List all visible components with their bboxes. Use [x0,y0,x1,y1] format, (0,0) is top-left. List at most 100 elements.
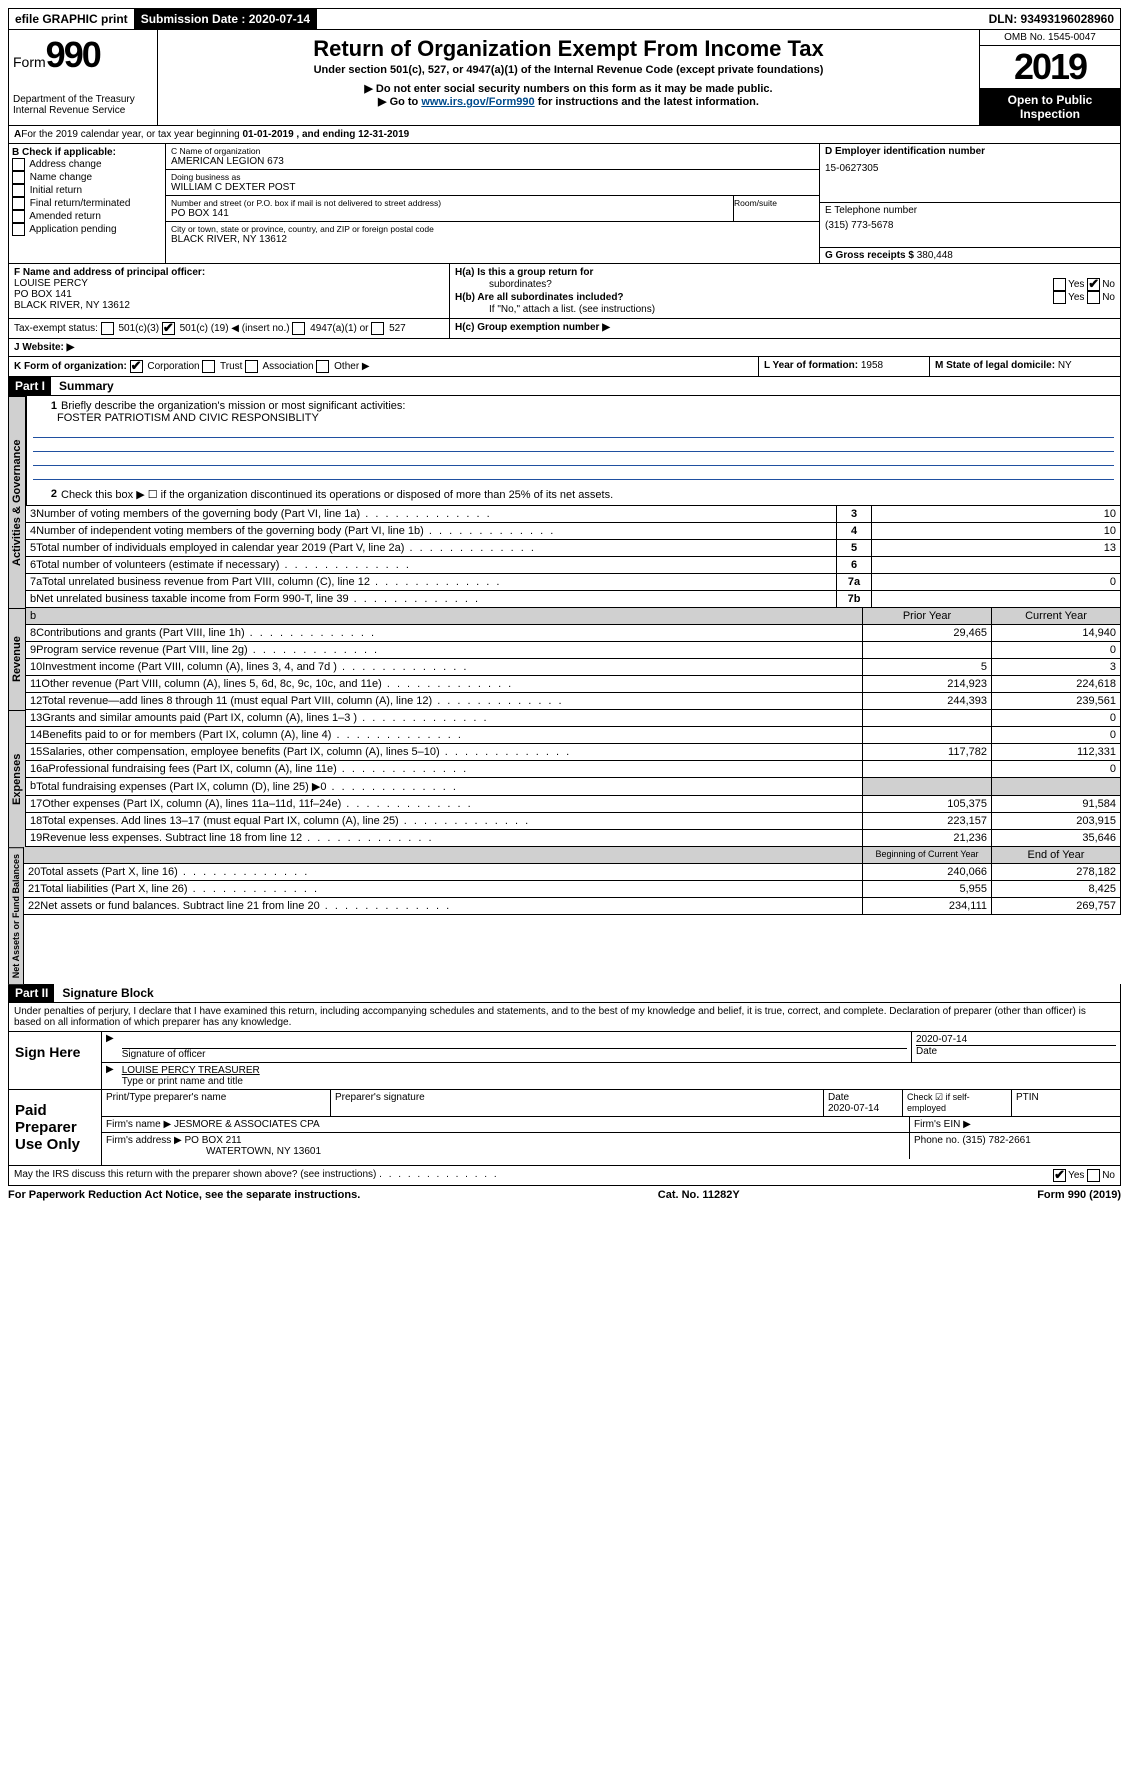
ein-label: D Employer identification number [825,146,985,157]
rev-line-9: 9Program service revenue (Part VIII, lin… [26,642,1121,659]
h-b-yes[interactable] [1053,291,1066,304]
col-prior-year: Prior Year [862,608,991,624]
check-527[interactable] [371,322,384,335]
check-final-return[interactable] [12,197,25,210]
header-left: Form990 Department of the Treasury Inter… [9,30,158,125]
check-name-change[interactable] [12,171,25,184]
vtab-expenses: Expenses [8,710,26,847]
gov-line-3: 3Number of voting members of the governi… [26,506,1121,523]
check-application-pending[interactable] [12,223,25,236]
part-2-title: Signature Block [54,984,161,1002]
discuss-no[interactable] [1087,1169,1100,1182]
dba-label: Doing business as [171,172,814,182]
net-header-row: Beginning of Current Year End of Year [24,847,1121,864]
sign-here-section: Sign Here ▶ Signature of officer 2020-07… [8,1032,1121,1090]
org-name: AMERICAN LEGION 673 [171,156,814,167]
exp-line-14: 14Benefits paid to or for members (Part … [26,727,1121,744]
check-amended-return[interactable] [12,210,25,223]
firm-phone-label: Phone no. [914,1135,960,1146]
tax-year: 2019 [980,46,1120,89]
gov-line-6: 6Total number of volunteers (estimate if… [26,557,1121,574]
gov-line-b: bNet unrelated business taxable income f… [26,591,1121,608]
check-association[interactable] [245,360,258,373]
check-corporation[interactable] [130,360,143,373]
header-mid: Return of Organization Exempt From Incom… [158,30,979,125]
top-bar: efile GRAPHIC print Submission Date : 20… [8,8,1121,30]
sign-here-label: Sign Here [9,1032,102,1089]
city-state-zip: BLACK RIVER, NY 13612 [171,234,814,245]
firm-name: JESMORE & ASSOCIATES CPA [174,1119,320,1130]
exp-line-13: 13Grants and similar amounts paid (Part … [26,710,1121,727]
discuss-label: May the IRS discuss this return with the… [14,1169,376,1180]
paid-preparer-section: Paid Preparer Use Only Print/Type prepar… [8,1090,1121,1166]
vtab-revenue: Revenue [8,608,26,710]
footer-left: For Paperwork Reduction Act Notice, see … [8,1189,360,1201]
vtab-net-assets: Net Assets or Fund Balances [8,847,24,984]
self-employed-check: Check ☑ if self-employed [903,1090,1012,1116]
dln-label: DLN: 93493196028960 [983,9,1120,29]
governance-section: Activities & Governance 1Briefly describ… [8,396,1121,608]
net-assets-section: Net Assets or Fund Balances Beginning of… [8,847,1121,984]
arrow-icon: ▶ [102,1063,118,1089]
exp-line-17: 17Other expenses (Part IX, column (A), l… [26,796,1121,813]
paid-preparer-label: Paid Preparer Use Only [9,1090,102,1165]
firm-phone: (315) 782-2661 [962,1135,1030,1146]
city-label: City or town, state or province, country… [171,224,814,234]
type-name-label: Type or print name and title [122,1076,1116,1087]
org-name-label: C Name of organization [171,146,814,156]
sig-officer-label: Signature of officer [122,1048,907,1060]
form-subtitle: Under section 501(c), 527, or 4947(a)(1)… [162,64,975,76]
h-c-label: H(c) Group exemption number ▶ [455,322,610,333]
gross-receipts-value: 380,448 [917,250,953,261]
rev-line-11: 11Other revenue (Part VIII, column (A), … [26,676,1121,693]
net-line-21: 21Total liabilities (Part X, line 26)5,9… [24,881,1121,898]
year-formation-label: L Year of formation: [764,360,858,371]
form-org-label: K Form of organization: [14,361,127,372]
discuss-row: May the IRS discuss this return with the… [8,1166,1121,1186]
officer-addr1: PO BOX 141 [14,289,444,300]
form-note-2: ▶ Go to www.irs.gov/Form990 for instruct… [162,95,975,108]
prep-date: 2020-07-14 [828,1103,898,1114]
check-501c3[interactable] [101,322,114,335]
check-4947[interactable] [292,322,305,335]
box-d-e-g: D Employer identification number 15-0627… [820,144,1120,263]
ptin-label: PTIN [1012,1090,1120,1116]
part-1-header: Part I Summary [8,377,1121,396]
form-number: Form990 [13,34,153,76]
gov-line-5: 5Total number of individuals employed in… [26,540,1121,557]
h-a-yes[interactable] [1053,278,1066,291]
rev-line-12: 12Total revenue—add lines 8 through 11 (… [26,693,1121,710]
phone-value: (315) 773-5678 [825,220,1115,231]
col-current-year: Current Year [991,608,1120,624]
exp-line-b: bTotal fundraising expenses (Part IX, co… [26,778,1121,796]
check-trust[interactable] [202,360,215,373]
officer-addr2: BLACK RIVER, NY 13612 [14,300,444,311]
exp-line-15: 15Salaries, other compensation, employee… [26,744,1121,761]
irs-link[interactable]: www.irs.gov/Form990 [421,96,534,108]
q1-label: Briefly describe the organization's miss… [61,400,405,412]
form-title: Return of Organization Exempt From Incom… [162,36,975,62]
discuss-yes[interactable] [1053,1169,1066,1182]
check-initial-return[interactable] [12,184,25,197]
check-address-change[interactable] [12,158,25,171]
omb-number: OMB No. 1545-0047 [980,30,1120,46]
check-501c[interactable] [162,322,175,335]
h-b-no[interactable] [1087,291,1100,304]
form-note-1: ▶ Do not enter social security numbers o… [162,82,975,95]
submission-date-box: Submission Date : 2020-07-14 [135,9,317,29]
gov-line-7a: 7aTotal unrelated business revenue from … [26,574,1121,591]
part-2-header: Part II Signature Block [8,984,1121,1003]
h-a-no[interactable] [1087,278,1100,291]
part-1-title: Summary [51,377,122,395]
street-address: PO BOX 141 [171,208,728,219]
h-b-note: If "No," attach a list. (see instruction… [455,304,1115,315]
footer-right: Form 990 (2019) [1037,1189,1121,1201]
penalty-statement: Under penalties of perjury, I declare th… [8,1003,1121,1032]
firm-addr-label: Firm's address ▶ [106,1135,182,1146]
vtab-governance: Activities & Governance [8,396,26,608]
entity-info-section: B Check if applicable: Address change Na… [8,144,1121,264]
check-other[interactable] [316,360,329,373]
year-formation: 1958 [861,360,883,371]
header-right: OMB No. 1545-0047 2019 Open to PublicIns… [979,30,1120,125]
rev-line-10: 10Investment income (Part VIII, column (… [26,659,1121,676]
